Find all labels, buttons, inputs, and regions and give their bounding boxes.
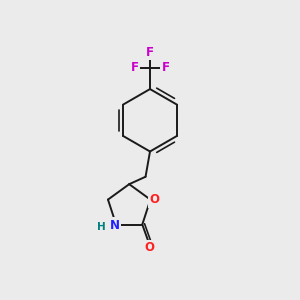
Text: F: F (161, 61, 169, 74)
Text: N: N (110, 219, 120, 232)
Text: F: F (130, 61, 139, 74)
Text: F: F (146, 46, 154, 59)
Text: O: O (145, 241, 155, 254)
Text: H: H (98, 223, 106, 232)
Text: O: O (149, 193, 159, 206)
